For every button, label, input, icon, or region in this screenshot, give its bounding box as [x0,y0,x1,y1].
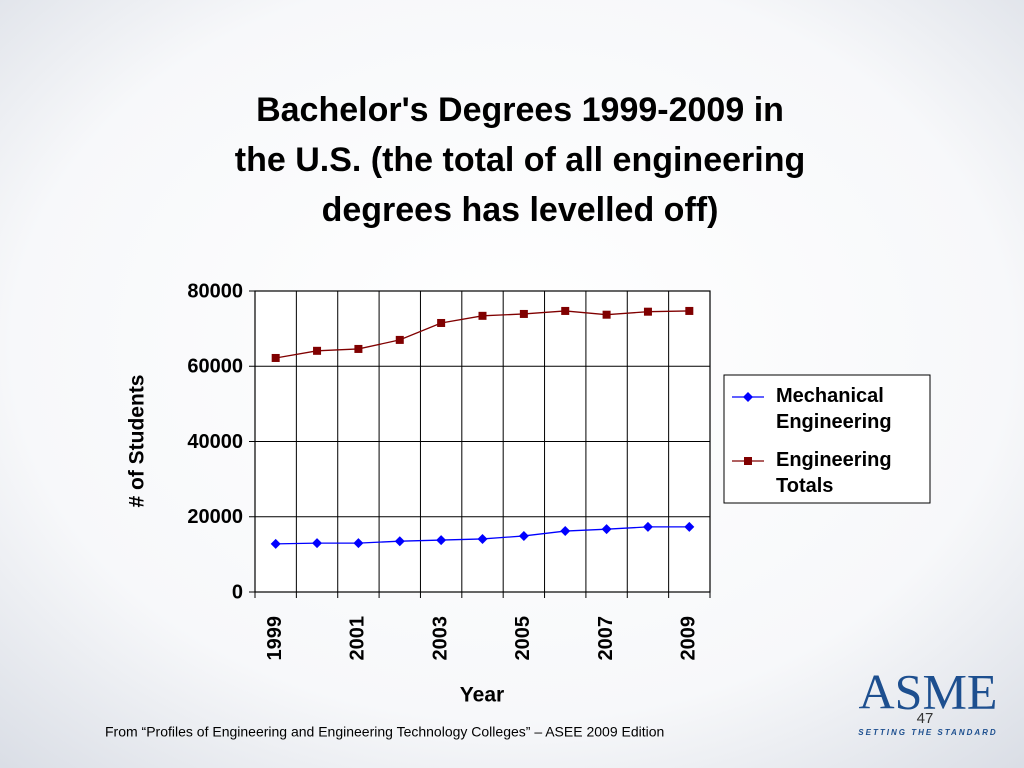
y-tick-label: 80000 [187,280,243,302]
x-tick-label: 2003 [429,616,451,661]
data-point [437,318,446,327]
page-number: 47 [917,710,934,727]
y-tick-label: 60000 [187,356,243,378]
x-tick-label: 2001 [347,616,369,661]
data-point [312,538,323,549]
y-axis-label: # of Students [126,374,149,507]
data-point [354,344,363,353]
x-axis-label: Year [460,684,504,707]
logo-tagline: SETTING THE STANDARD [858,728,997,737]
data-point [561,306,570,315]
data-point [601,524,612,535]
chart-title: the U.S. (the total of all engineering [235,141,805,179]
legend-label: Engineering Totals [776,449,892,497]
data-point [395,335,404,344]
data-point [477,533,488,544]
y-tick-label: 40000 [187,431,243,453]
logo-text: ASME [859,663,998,719]
data-point [685,306,694,315]
y-tick-label: 0 [232,581,243,603]
data-point [313,346,322,355]
data-point [394,536,405,547]
x-tick-label: 1999 [264,616,286,661]
data-point [478,311,487,320]
data-point [743,392,753,402]
data-point [271,353,280,362]
x-tick-label: 2005 [512,616,534,661]
x-tick-label: 2007 [595,616,617,661]
data-point [560,526,571,537]
data-point [353,538,364,549]
x-tick-label: 2009 [678,616,700,661]
y-tick-label: 20000 [187,506,243,528]
data-point [684,521,695,532]
data-point [436,535,447,546]
footer: From “Profiles of Engineering and Engine… [105,724,664,740]
chart-title: Bachelor's Degrees 1999-2009 in [256,91,784,129]
data-point [602,310,611,319]
plot-border [254,290,711,593]
data-point [519,309,528,318]
chart-title: degrees has levelled off) [322,191,719,229]
data-point [744,457,752,465]
legend-box [723,374,931,504]
data-point [518,530,529,541]
data-point [270,538,281,549]
data-point [642,521,653,532]
legend-label: Mechanical Engineering [776,385,892,433]
data-point [643,307,652,316]
